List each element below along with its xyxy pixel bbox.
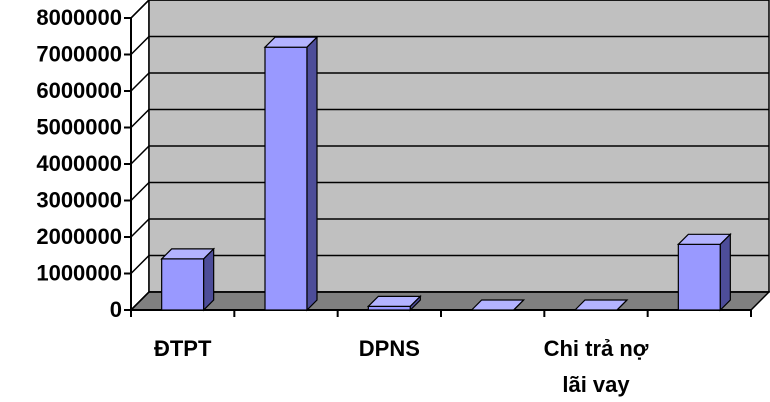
bar-side <box>616 299 628 311</box>
gridline <box>130 0 769 19</box>
y-tick-label: 0 <box>110 297 122 322</box>
bar-side <box>306 35 318 312</box>
y-tick-label: 2000000 <box>36 224 122 249</box>
bar-side <box>719 232 731 312</box>
x-category-label: ĐTPT <box>154 336 212 361</box>
bars <box>160 35 732 312</box>
y-tick-label: 1000000 <box>36 261 122 286</box>
gridline <box>130 35 769 56</box>
bar <box>264 46 308 311</box>
bar <box>161 258 205 311</box>
bar <box>677 243 721 311</box>
y-tick-label: 8000000 <box>36 5 122 30</box>
gridline <box>130 72 769 92</box>
y-tick-label: 5000000 <box>36 115 122 140</box>
x-category-label-line: lãi vay <box>562 372 630 397</box>
gridline <box>130 218 769 238</box>
gridline <box>130 254 769 275</box>
x-category-label: DPNS <box>359 336 420 361</box>
x-category-label-line: Chi trả nợ <box>544 336 649 361</box>
y-tick-label: 6000000 <box>36 78 122 103</box>
x-category-label-line: ĐTPT <box>154 336 212 361</box>
x-category-label: Chi trả nợ lãi vay <box>544 336 649 397</box>
bar-side <box>513 299 525 311</box>
bar-side <box>409 294 421 312</box>
x-category-label-line: DPNS <box>359 336 420 361</box>
gridline <box>130 291 769 311</box>
gridline <box>130 181 769 202</box>
y-tick-label: 3000000 <box>36 188 122 213</box>
y-tick-label: 4000000 <box>36 151 122 176</box>
floor <box>129 291 770 311</box>
gridline <box>130 145 769 165</box>
y-tick-label: 7000000 <box>36 42 122 67</box>
gridline <box>130 108 769 129</box>
bar-side <box>203 247 215 312</box>
